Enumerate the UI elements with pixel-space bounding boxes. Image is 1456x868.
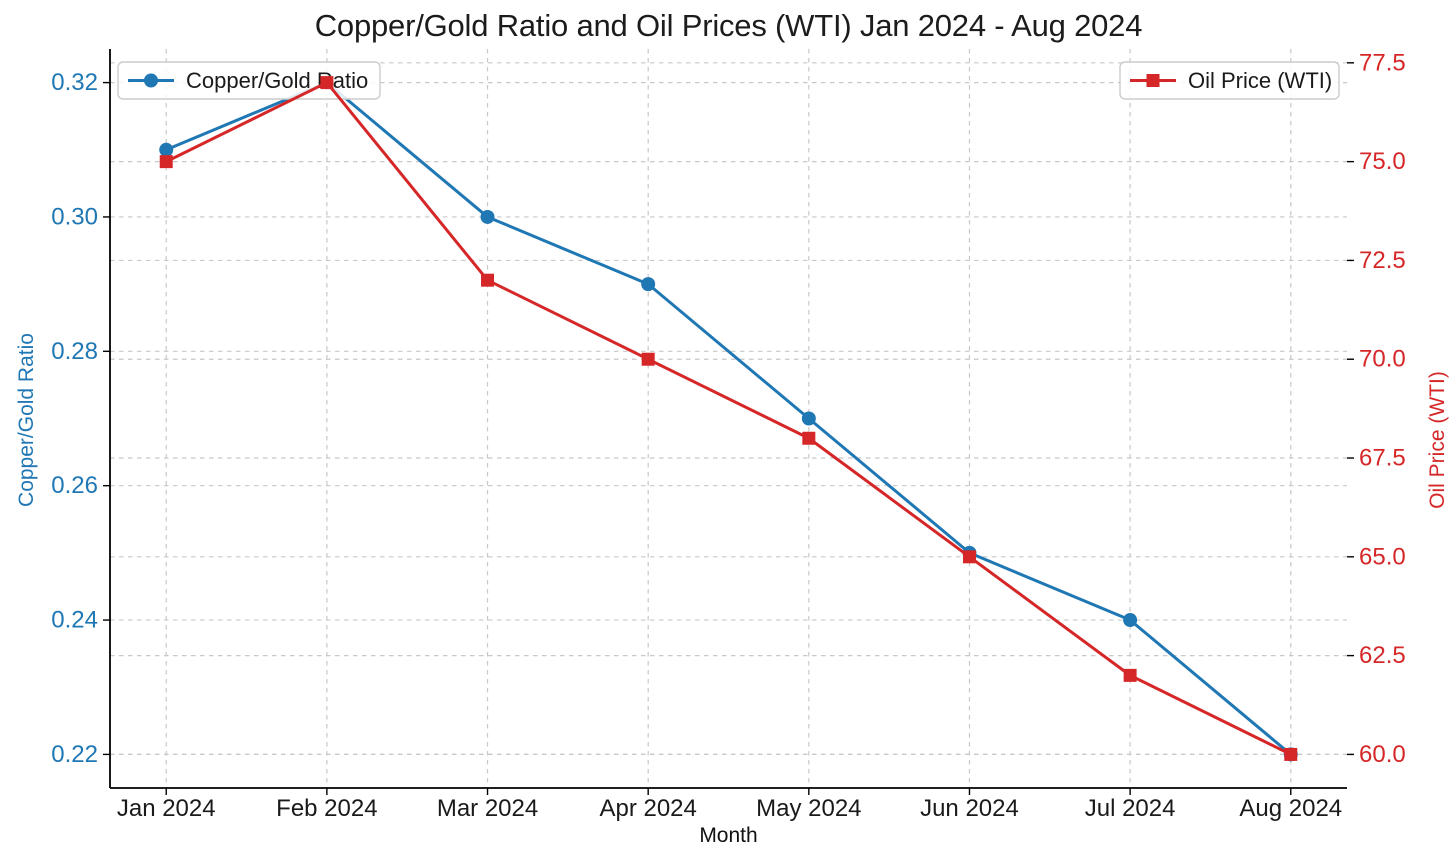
left-tick-label: 0.22: [51, 741, 98, 768]
oil-price-marker: [1284, 747, 1298, 761]
right-tick-label: 67.5: [1359, 445, 1406, 472]
copper-gold-ratio-marker: [159, 142, 174, 157]
x-tick-label: Apr 2024: [599, 795, 696, 822]
copper-gold-ratio-marker: [641, 277, 656, 292]
oil-price-line: [165, 81, 1292, 756]
copper-gold-ratio-line: [165, 81, 1292, 756]
legend-oil-price-label: Oil Price (WTI): [1188, 68, 1332, 93]
x-tick-label: May 2024: [756, 795, 861, 822]
x-tick-label: Aug 2024: [1239, 795, 1342, 822]
copper-gold-ratio-marker: [801, 411, 816, 426]
x-tick-label: Feb 2024: [276, 795, 377, 822]
oil-price-marker: [641, 352, 655, 366]
chart-title: Copper/Gold Ratio and Oil Prices (WTI) J…: [314, 8, 1143, 43]
x-tick-label: Jul 2024: [1085, 795, 1176, 822]
oil-price-marker: [159, 155, 173, 169]
right-tick-label: 72.5: [1359, 247, 1406, 274]
right-tick-label: 65.0: [1359, 543, 1406, 570]
left-tick-label: 0.26: [51, 472, 98, 499]
x-tick-label: Jan 2024: [117, 795, 216, 822]
copper-gold-ratio-marker: [1123, 613, 1138, 628]
oil-price-marker: [962, 550, 976, 564]
legend-oil-price-box: [1119, 61, 1340, 100]
left-tick-label: 0.24: [51, 607, 98, 634]
right-tick-label: 70.0: [1359, 346, 1406, 373]
left-tick-label: 0.28: [51, 338, 98, 365]
copper-gold-ratio-marker: [480, 209, 495, 224]
x-tick-label: Jun 2024: [920, 795, 1019, 822]
right-tick-label: 77.5: [1359, 49, 1406, 76]
left-tick-label: 0.32: [51, 69, 98, 96]
oil-price-marker: [802, 431, 816, 445]
left-tick-label: 0.30: [51, 203, 98, 230]
legend-copper-gold-ratio-label: Copper/Gold Ratio: [186, 68, 368, 93]
right-tick-label: 62.5: [1359, 642, 1406, 669]
legend-oil-price-sample-marker: [1146, 74, 1160, 87]
legend-copper-gold-ratio-sample-marker: [144, 73, 158, 88]
right-tick-label: 75.0: [1359, 148, 1406, 175]
oil-price-marker: [1123, 668, 1137, 682]
x-tick-label: Mar 2024: [437, 795, 538, 822]
x-axis-label: Month: [699, 824, 758, 847]
right-tick-label: 60.0: [1359, 741, 1406, 768]
oil-price-marker: [320, 76, 334, 90]
oil-price-marker: [481, 273, 495, 287]
